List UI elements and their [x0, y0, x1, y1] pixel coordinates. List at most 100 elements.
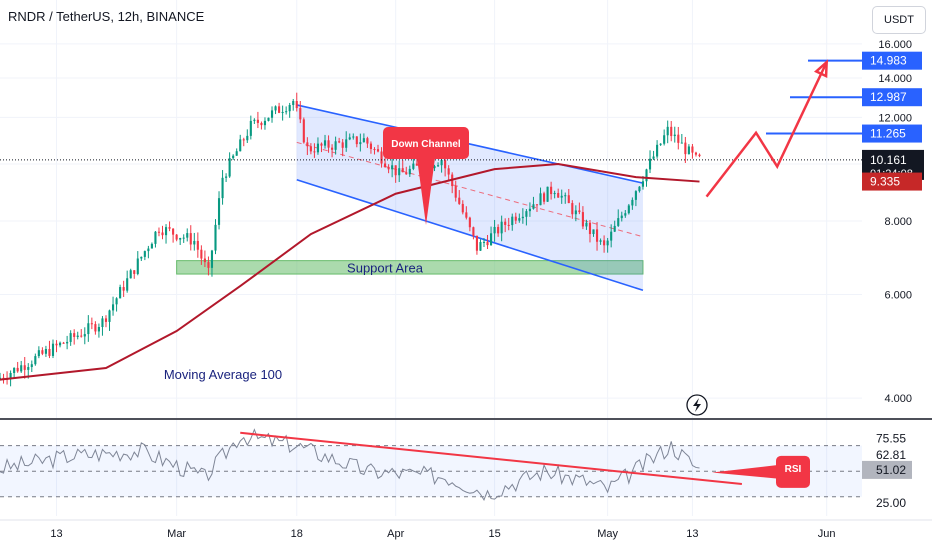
candle-body — [37, 350, 40, 357]
candle-body — [186, 233, 189, 238]
candle-body — [341, 142, 344, 148]
rsi-callout — [776, 455, 810, 488]
candle-body — [51, 343, 55, 356]
candle-body — [557, 192, 560, 198]
candle-body — [500, 221, 503, 234]
candle-body — [475, 235, 478, 251]
candle-body — [23, 365, 26, 370]
candle-body — [698, 154, 701, 157]
target-level-label-bg — [862, 124, 922, 143]
down-channel-upper-line — [296, 104, 644, 184]
candle-body — [168, 227, 171, 229]
candle-body — [97, 327, 100, 332]
candle-body — [232, 155, 235, 159]
candle-body — [320, 143, 323, 146]
candle-body — [76, 335, 79, 337]
candle-body — [80, 335, 83, 337]
candle-body — [270, 110, 274, 118]
candle-body — [376, 149, 380, 152]
rsi-axis-tick: 25.00 — [876, 496, 906, 510]
candle-body — [631, 199, 634, 206]
symbol-title: RNDR / TetherUS, 12h, BINANCE — [8, 9, 205, 24]
currency-selector[interactable]: USDT — [872, 6, 926, 34]
candle-body — [405, 172, 408, 175]
candle-body — [242, 139, 245, 141]
candle-body — [334, 141, 337, 150]
price-axis-tick: 8.000 — [884, 216, 912, 228]
candle-body — [613, 225, 616, 232]
candle-body — [295, 101, 298, 109]
moving-average-label: Moving Average 100 — [164, 367, 282, 382]
candle-body — [62, 342, 65, 344]
candle-body — [514, 216, 517, 221]
candle-body — [542, 193, 546, 202]
candle-body — [129, 270, 132, 279]
candle-body — [401, 168, 404, 173]
candle-body — [479, 242, 482, 251]
candle-body — [246, 135, 249, 141]
time-axis-tick: Jun — [818, 528, 836, 540]
candle-body — [161, 232, 164, 236]
candle-body — [433, 166, 436, 169]
candle-body — [140, 256, 143, 259]
candle-body — [27, 367, 30, 370]
candle-body — [648, 158, 652, 170]
candle-body — [539, 193, 542, 206]
down-channel-callout — [383, 127, 469, 159]
candle-body — [309, 146, 312, 152]
candle-body — [164, 227, 168, 236]
time-axis-tick: 15 — [488, 528, 500, 540]
candle-body — [472, 227, 475, 236]
candle-body — [532, 204, 535, 209]
candle-body — [670, 126, 673, 137]
candle-body — [196, 240, 199, 250]
candle-body — [412, 163, 415, 169]
candle-body — [256, 119, 259, 123]
candle-body — [521, 216, 524, 219]
target-level-label: 12.987 — [870, 90, 907, 104]
candle-body — [666, 126, 669, 136]
candle-body — [359, 142, 362, 145]
candle-body — [16, 367, 19, 372]
candle-body — [313, 151, 316, 153]
candle-body — [239, 139, 242, 152]
candle-body — [189, 233, 192, 245]
candle-body — [624, 213, 627, 216]
candle-body — [101, 318, 104, 328]
down-channel-callout-pointer — [417, 158, 435, 225]
candle-body — [398, 168, 401, 176]
candle-body — [444, 160, 447, 169]
time-axis-tick: Apr — [387, 528, 404, 540]
candle-body — [486, 241, 489, 246]
support-area-label: Support Area — [347, 260, 424, 275]
candle-body — [66, 341, 69, 344]
candle-body — [55, 343, 58, 346]
candle-body — [564, 195, 567, 197]
candle-body — [694, 152, 698, 155]
candle-body — [126, 278, 129, 291]
rsi-callout-pointer — [712, 464, 780, 479]
ma-value-label: 9.335 — [870, 175, 900, 189]
candle-body — [90, 323, 93, 325]
candle-body — [288, 104, 291, 112]
down-channel-lower-line — [296, 179, 644, 292]
candle-body — [567, 195, 570, 204]
candle-body — [302, 119, 305, 143]
time-axis-tick: 13 — [50, 528, 62, 540]
candle-body — [285, 111, 288, 113]
time-axis-tick: Mar — [167, 528, 186, 540]
candle-body — [154, 231, 157, 244]
candle-body — [511, 216, 514, 226]
candle-body — [214, 224, 217, 251]
candle-body — [440, 160, 443, 166]
candle-body — [143, 251, 146, 257]
candle-body — [592, 229, 595, 235]
candle-body — [578, 210, 581, 213]
price-axis-tick: 6.000 — [884, 289, 912, 301]
candle-body — [179, 238, 182, 240]
candle-body — [69, 333, 72, 342]
candle-body — [645, 169, 648, 182]
candle-body — [172, 228, 175, 235]
candle-body — [323, 140, 327, 146]
